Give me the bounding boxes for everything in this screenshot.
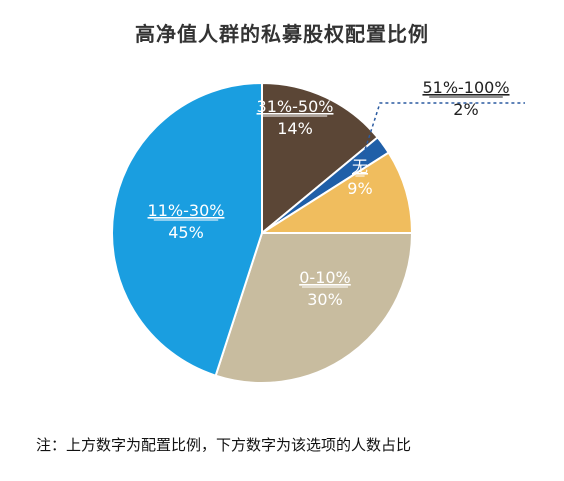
slice-value-label-0-10pct: 30%: [307, 290, 343, 309]
slice-category-label-0-10pct: 0-10%: [299, 268, 351, 287]
slice-value-label-11pct-30pct: 45%: [168, 223, 204, 242]
slice-category-label-31pct-50pct: 31%-50%: [257, 97, 334, 116]
slice-value-label-none: 9%: [347, 179, 372, 198]
callout-line-51pct-100pct: [360, 102, 525, 161]
slice-value-label-31pct-50pct: 14%: [277, 119, 313, 138]
slice-value-label-51pct-100pct: 2%: [453, 100, 478, 119]
callout-layer: [360, 102, 525, 161]
slice-labels: 31%-50% 14% 51%-100% 2% 无 9% 0-10% 30% 11%-30% 45…: [148, 78, 510, 309]
slice-category-label-51pct-100pct: 51%-100%: [422, 78, 509, 97]
slice-category-label-none: 无: [352, 157, 368, 176]
pie-slice-0-10pct: [214, 232, 414, 384]
footnote: 注：上方数字为配置比例，下方数字为该选项的人数占比: [36, 436, 412, 454]
pie-slice-31pct-50pct: [261, 81, 379, 236]
slice-category-label-11pct-30pct: 11%-30%: [148, 201, 225, 220]
chart-title: 高净值人群的私募股权配置比例: [135, 22, 429, 46]
pie-slice-11pct-30pct: [111, 81, 263, 377]
pie-slices: [111, 81, 414, 384]
pie-slice-none: [258, 151, 414, 234]
